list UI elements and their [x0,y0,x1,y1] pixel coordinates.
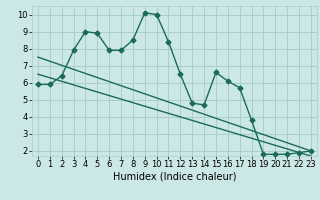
X-axis label: Humidex (Indice chaleur): Humidex (Indice chaleur) [113,172,236,182]
